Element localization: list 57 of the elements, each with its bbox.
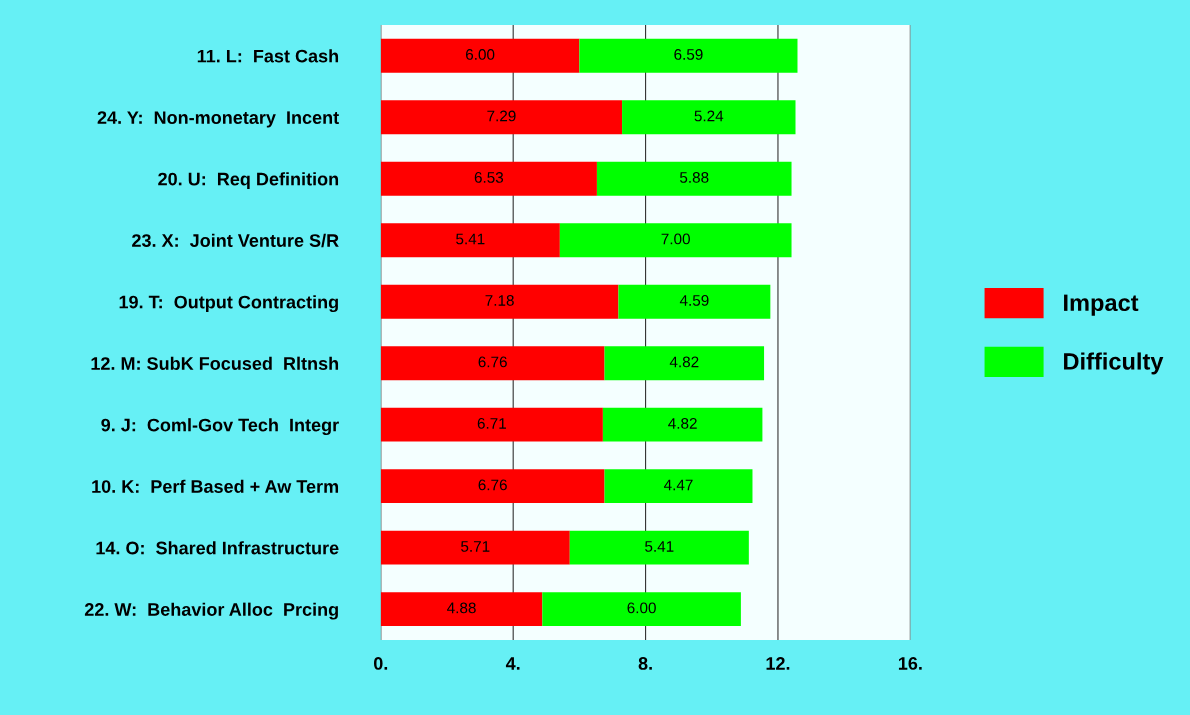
bar (604, 346, 765, 381)
bar (380, 592, 543, 627)
x-tick-label: 8. (638, 657, 652, 670)
x-tick-label: 4. (505, 657, 520, 670)
bar (380, 223, 560, 258)
y-tick-label: 11. L: Fast Cash (197, 49, 339, 63)
y-tick-label: 14. O: Shared Infrastructure (96, 541, 339, 555)
bar (380, 38, 580, 73)
bar (380, 100, 623, 135)
data-label: 6.00 (466, 49, 495, 60)
data-label: 4.47 (663, 479, 693, 491)
data-label: 7.29 (487, 110, 516, 122)
data-label: 5.24 (694, 110, 724, 122)
bar (380, 346, 605, 381)
y-tick-label: 10. K: Perf Based + Aw Term (92, 479, 339, 493)
data-label: 4.59 (679, 295, 709, 306)
bar (380, 284, 619, 319)
data-label: 7.18 (485, 295, 514, 306)
y-tick-label: 12. M: SubK Focused Rltnsh (91, 356, 339, 370)
data-label: 6.59 (674, 49, 703, 60)
bar (618, 284, 771, 319)
y-tick-label: 20. U: Req Definition (158, 172, 339, 190)
x-tick-label: 0. (373, 657, 388, 670)
bar (380, 161, 597, 196)
y-tick-label: 9. J: Coml-Gov Tech Integr (101, 418, 339, 436)
data-label: 5.41 (456, 233, 485, 245)
bar (559, 223, 792, 258)
y-tick-label: 19. T: Output Contracting (119, 295, 338, 313)
data-label: 4.82 (669, 356, 699, 368)
data-label: 6.76 (478, 479, 507, 491)
bar (380, 469, 605, 504)
bar (380, 530, 570, 565)
bar (569, 530, 749, 565)
y-tick-label: 22. W: Behavior Alloc Prcing (84, 602, 338, 620)
bar (604, 469, 753, 504)
bar (542, 592, 741, 627)
data-label: 6.53 (474, 172, 504, 183)
data-label: 6.71 (477, 417, 506, 429)
y-tick-label: 24. Y: Non-monetary Incent (97, 111, 339, 128)
legend-label: Impact (1064, 294, 1139, 316)
data-label: 5.88 (679, 172, 709, 183)
data-label: 4.82 (668, 417, 697, 429)
bar (622, 100, 796, 135)
data-label: 4.88 (447, 602, 476, 614)
data-label: 5.71 (461, 541, 490, 552)
data-label: 7.00 (661, 233, 690, 245)
data-label: 6.76 (478, 356, 507, 368)
bar (596, 161, 792, 196)
x-tick-label: 16. (898, 657, 922, 670)
data-label: 6.00 (627, 602, 656, 614)
bar (380, 407, 603, 442)
y-tick-label: 23. X: Joint Venture S/R (132, 233, 339, 248)
data-label: 5.41 (645, 541, 674, 552)
bar (602, 407, 763, 442)
legend-label: Difficulty (1064, 352, 1164, 375)
x-tick-label: 12. (766, 657, 790, 670)
bar (579, 38, 798, 73)
